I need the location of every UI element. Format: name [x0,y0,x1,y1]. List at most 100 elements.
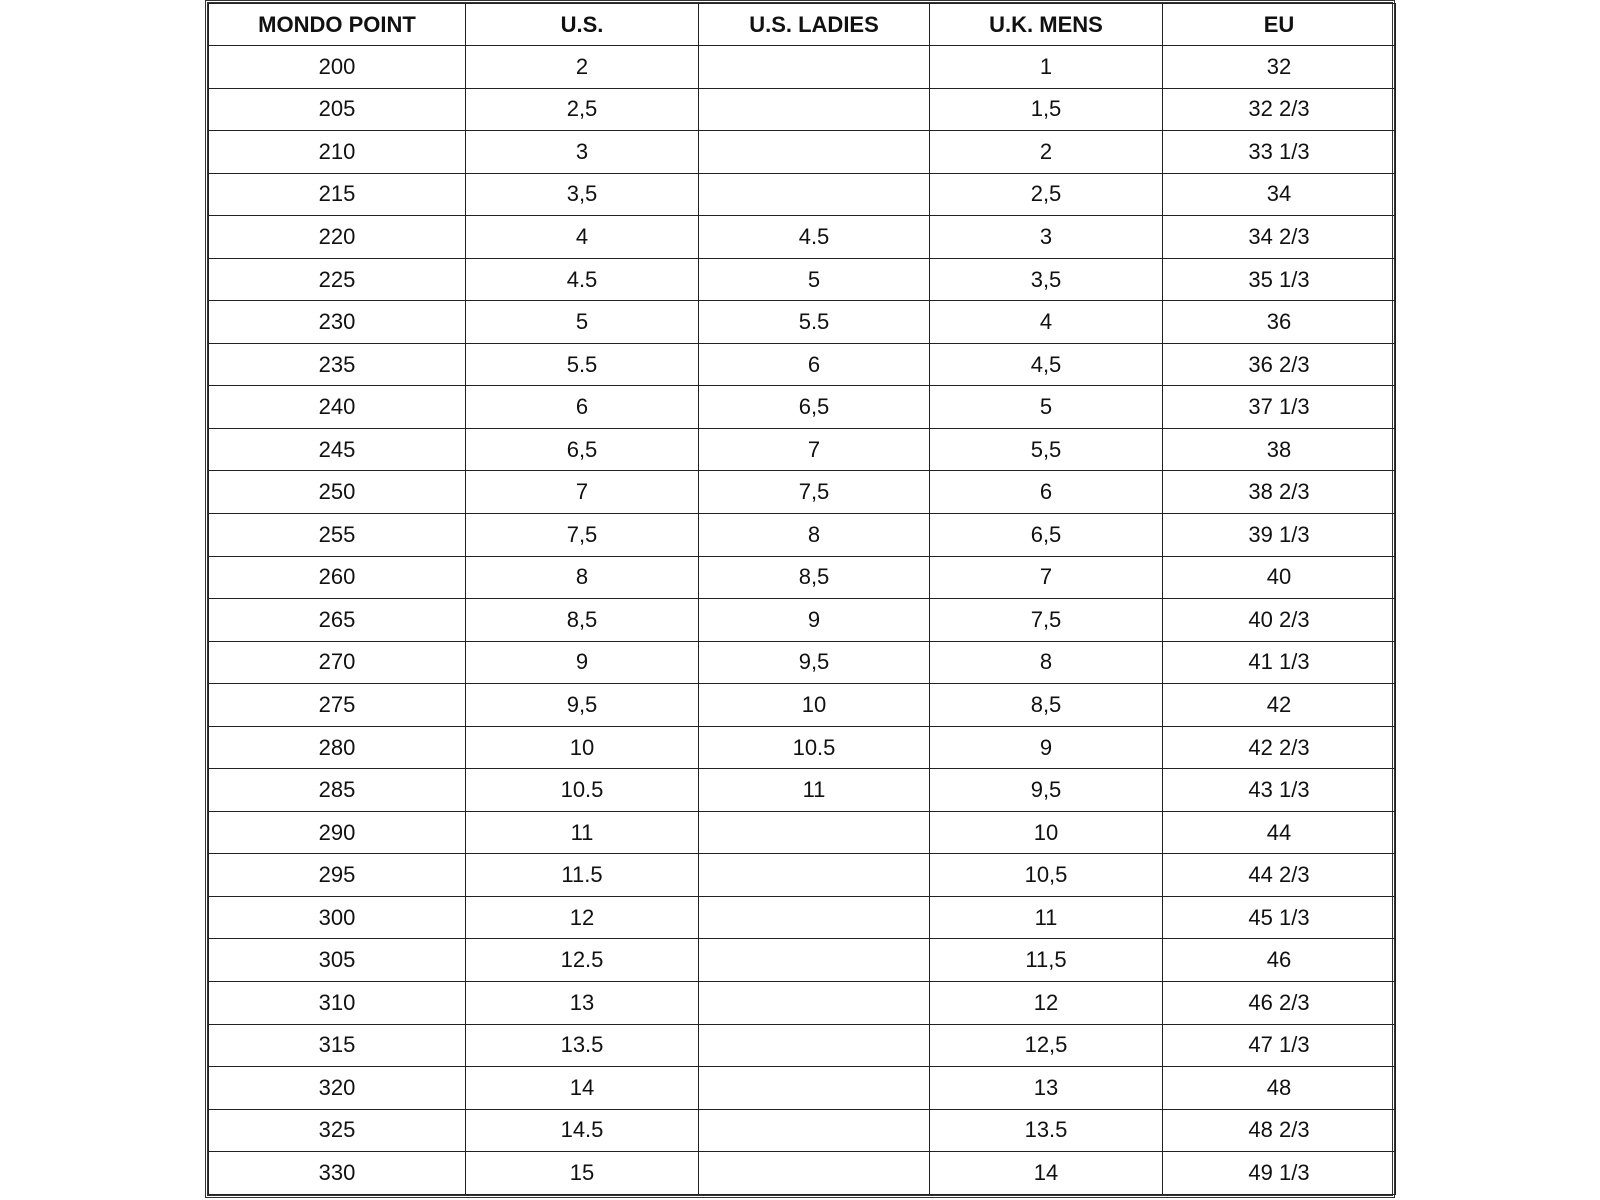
cell-mondo-point: 205 [208,87,466,132]
cell-us-ladies: 5.5 [698,300,930,344]
cell-us-ladies: 7,5 [698,470,930,515]
cell-us-ladies: 4.5 [698,215,930,259]
cell-us-ladies: 10.5 [698,725,930,770]
cell-uk-mens: 7 [929,555,1163,600]
cell-us-ladies [698,87,930,132]
cell-eu: 32 [1162,45,1396,89]
cell-us: 2 [465,45,699,89]
cell-uk-mens: 12 [929,981,1163,1025]
table-row: 310 13 12 46 2/3 [208,981,1396,1025]
cell-us-ladies [698,810,930,855]
header-uk-mens: U.K. MENS [929,3,1163,46]
cell-us-ladies [698,1066,930,1110]
table-row: 290 11 10 44 [208,810,1396,855]
cell-us: 3,5 [465,172,699,217]
cell-us: 7 [465,470,699,515]
cell-us: 8 [465,555,699,600]
cell-uk-mens: 14 [929,1151,1163,1195]
cell-eu: 41 1/3 [1162,640,1396,685]
table-row: 250 7 7,5 6 38 2/3 [208,470,1396,515]
cell-eu: 40 [1162,555,1396,600]
cell-eu: 48 [1162,1066,1396,1110]
header-us-ladies: U.S. LADIES [698,3,930,46]
cell-uk-mens: 4,5 [929,342,1163,387]
cell-uk-mens: 12,5 [929,1023,1163,1068]
cell-mondo-point: 240 [208,385,466,429]
cell-eu: 48 2/3 [1162,1108,1396,1153]
table-row: 305 12.5 11,5 46 [208,938,1396,983]
cell-eu: 32 2/3 [1162,87,1396,132]
cell-eu: 38 [1162,427,1396,472]
cell-us: 2,5 [465,87,699,132]
cell-mondo-point: 315 [208,1023,466,1068]
cell-us-ladies: 5 [698,257,930,302]
cell-uk-mens: 6 [929,470,1163,515]
cell-us-ladies: 11 [698,768,930,812]
cell-us: 13.5 [465,1023,699,1068]
cell-eu: 37 1/3 [1162,385,1396,429]
cell-us-ladies [698,938,930,983]
cell-mondo-point: 280 [208,725,466,770]
cell-uk-mens: 9 [929,725,1163,770]
cell-uk-mens: 1,5 [929,87,1163,132]
cell-uk-mens: 2,5 [929,172,1163,217]
table-row: 330 15 14 49 1/3 [208,1151,1396,1195]
cell-eu: 39 1/3 [1162,513,1396,557]
table-row: 255 7,5 8 6,5 39 1/3 [208,513,1396,557]
cell-eu: 47 1/3 [1162,1023,1396,1068]
cell-us: 11.5 [465,853,699,897]
cell-eu: 38 2/3 [1162,470,1396,515]
cell-us-ladies: 8,5 [698,555,930,600]
table-row: 220 4 4.5 3 34 2/3 [208,215,1396,259]
cell-us-ladies [698,853,930,897]
table-row: 215 3,5 2,5 34 [208,172,1396,217]
table-row: 225 4.5 5 3,5 35 1/3 [208,257,1396,302]
cell-eu: 44 [1162,810,1396,855]
table-row: 320 14 13 48 [208,1066,1396,1110]
cell-uk-mens: 11 [929,895,1163,940]
table-row: 210 3 2 33 1/3 [208,130,1396,174]
cell-mondo-point: 330 [208,1151,466,1195]
table-row: 200 2 1 32 [208,45,1396,89]
table-row: 205 2,5 1,5 32 2/3 [208,87,1396,132]
size-conversion-table-frame: MONDO POINT U.S. U.S. LADIES U.K. MENS E… [205,0,1396,1198]
cell-uk-mens: 5,5 [929,427,1163,472]
cell-uk-mens: 4 [929,300,1163,344]
header-row: MONDO POINT U.S. U.S. LADIES U.K. MENS E… [208,3,1396,46]
cell-eu: 42 2/3 [1162,725,1396,770]
header-us: U.S. [465,3,699,46]
cell-uk-mens: 5 [929,385,1163,429]
cell-us: 10.5 [465,768,699,812]
cell-us: 4.5 [465,257,699,302]
cell-us: 9,5 [465,683,699,727]
cell-us: 5 [465,300,699,344]
cell-uk-mens: 3 [929,215,1163,259]
cell-eu: 44 2/3 [1162,853,1396,897]
table-row: 235 5.5 6 4,5 36 2/3 [208,342,1396,387]
cell-uk-mens: 10,5 [929,853,1163,897]
cell-us: 14 [465,1066,699,1110]
table-row: 285 10.5 11 9,5 43 1/3 [208,768,1396,812]
cell-eu: 40 2/3 [1162,598,1396,642]
cell-eu: 49 1/3 [1162,1151,1396,1195]
table-row: 260 8 8,5 7 40 [208,555,1396,600]
cell-us: 12.5 [465,938,699,983]
cell-uk-mens: 9,5 [929,768,1163,812]
cell-us: 12 [465,895,699,940]
table-row: 265 8,5 9 7,5 40 2/3 [208,598,1396,642]
cell-uk-mens: 10 [929,810,1163,855]
cell-us-ladies: 10 [698,683,930,727]
table-row: 240 6 6,5 5 37 1/3 [208,385,1396,429]
table-row: 295 11.5 10,5 44 2/3 [208,853,1396,897]
cell-mondo-point: 245 [208,427,466,472]
cell-uk-mens: 2 [929,130,1163,174]
cell-us-ladies [698,172,930,217]
cell-mondo-point: 265 [208,598,466,642]
cell-mondo-point: 270 [208,640,466,685]
cell-mondo-point: 225 [208,257,466,302]
cell-uk-mens: 8,5 [929,683,1163,727]
cell-uk-mens: 13.5 [929,1108,1163,1153]
cell-mondo-point: 300 [208,895,466,940]
cell-mondo-point: 250 [208,470,466,515]
header-eu: EU [1162,3,1396,46]
